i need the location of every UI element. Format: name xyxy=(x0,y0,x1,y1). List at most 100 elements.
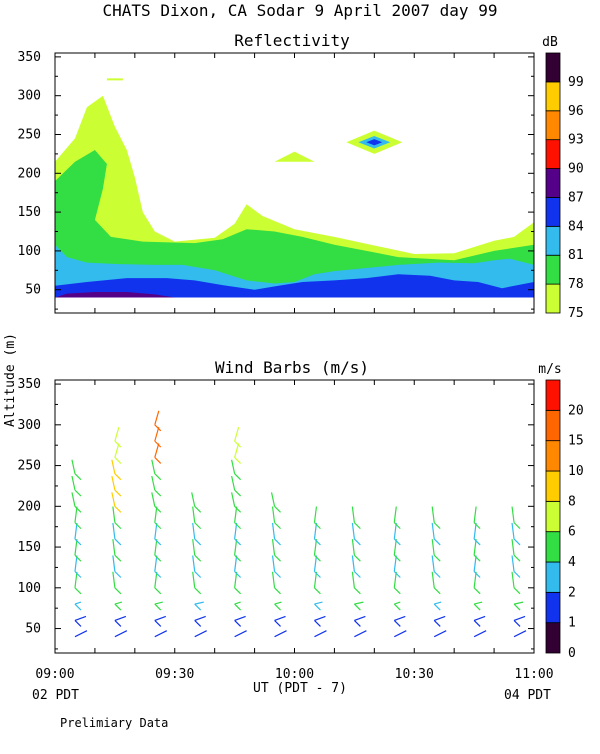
wind-barb xyxy=(234,443,240,458)
wind-barb-flag xyxy=(74,619,82,627)
colorbar-swatch xyxy=(545,81,561,112)
wind-barb-flag xyxy=(314,522,321,530)
wind-barb-flag xyxy=(314,538,321,546)
reflectivity-contour xyxy=(366,139,383,146)
colorbar-label: 81 xyxy=(568,248,584,263)
wind-barb-flag xyxy=(353,522,361,530)
wind-barb xyxy=(234,426,240,442)
wind-barb xyxy=(112,539,116,556)
y-tick-label: 100 xyxy=(18,244,41,259)
wind-barb xyxy=(271,555,276,572)
wind-barb xyxy=(473,555,477,572)
colorbar-label: 99 xyxy=(568,75,584,90)
x-axis-label: UT (PDT - 7) xyxy=(253,681,347,696)
wind-barb xyxy=(114,426,120,442)
wind-barb xyxy=(74,539,78,556)
wind-barb-flag xyxy=(274,603,281,611)
colorbar-swatch xyxy=(545,561,561,593)
wind-axes: 50 100 150 200 250 300 350 09:00 09:30 10:00 10:30… xyxy=(18,377,554,682)
wind-barb xyxy=(234,506,238,523)
wind-barb-flag xyxy=(234,619,242,627)
colorbar-swatch xyxy=(545,409,561,442)
wind-barb xyxy=(271,571,276,588)
y-tick-label: 200 xyxy=(18,499,41,514)
wind-barb xyxy=(234,615,246,621)
colorbar-label: 87 xyxy=(568,190,584,205)
wind-barb xyxy=(313,522,318,539)
wind-barb-flag xyxy=(473,571,481,578)
colorbar-label: 90 xyxy=(568,162,584,177)
wind-barb xyxy=(114,630,128,638)
wind-barb-flag xyxy=(274,538,281,546)
colorbar-swatch xyxy=(545,139,561,169)
wind-barb-flag xyxy=(74,489,82,497)
wind-barb xyxy=(154,630,168,638)
wind-barb xyxy=(154,615,166,621)
page-title: CHATS Dixon, CA Sodar 9 April 2007 day 9… xyxy=(103,1,498,20)
wind-barb xyxy=(234,630,247,638)
wind-barb-flag xyxy=(393,619,401,627)
colorbar-swatch xyxy=(545,110,561,141)
wind-barb xyxy=(394,615,406,621)
wind-barb xyxy=(194,630,207,638)
wind-barb xyxy=(351,571,355,588)
wind-barb xyxy=(234,522,238,539)
wind-barb xyxy=(394,601,401,605)
wind-barb-flag xyxy=(234,505,242,513)
y-tick-label: 50 xyxy=(25,622,41,637)
wind-barb-flag xyxy=(234,554,242,562)
wind-barb xyxy=(394,630,407,638)
wind-barb-flag xyxy=(274,587,281,595)
wind-barb xyxy=(114,601,123,605)
wind-barb xyxy=(154,410,160,425)
wind-barb xyxy=(74,555,78,572)
wind-barb-flag xyxy=(234,587,242,595)
wind-barb xyxy=(231,492,236,507)
wind-barb-flag xyxy=(114,571,122,578)
wind-barb-flag xyxy=(433,603,441,611)
colorbar-label: 0 xyxy=(568,646,576,661)
wind-barb-flag xyxy=(393,603,401,611)
wind-barb xyxy=(511,522,515,539)
colorbar-swatch xyxy=(545,168,561,198)
colorbar-label: 1 xyxy=(568,616,576,631)
wind-barb xyxy=(112,555,116,572)
wind-barb-flag xyxy=(154,424,162,432)
wind-barb xyxy=(154,506,158,523)
wind-barb xyxy=(151,475,156,491)
wind-barb xyxy=(151,459,156,474)
wind-barb xyxy=(433,630,447,638)
wind-barbs-plot xyxy=(71,410,527,638)
wind-barb xyxy=(231,475,236,491)
wind-barb-flag xyxy=(353,619,361,627)
wind-barb xyxy=(393,522,397,539)
wind-barb-flag xyxy=(513,538,521,546)
wind-barb xyxy=(351,506,355,523)
wind-barb-flag xyxy=(513,619,521,627)
wind-barb-flag xyxy=(433,587,441,595)
wind-barb-flag xyxy=(154,554,162,562)
wind-barb xyxy=(114,615,127,621)
wind-barb xyxy=(313,571,318,588)
wind-barb-flag xyxy=(513,522,521,530)
reflectivity-title: Reflectivity xyxy=(234,31,350,50)
wind-barb xyxy=(112,506,116,523)
y-tick-label: 250 xyxy=(18,127,41,142)
wind-barb xyxy=(234,539,238,556)
wind-barb-flag xyxy=(154,619,162,627)
wind-barb-flag xyxy=(353,554,361,562)
wind-barb-flag xyxy=(393,587,401,595)
wind-barb xyxy=(111,492,116,507)
wind-barb-flag xyxy=(154,571,162,578)
wind-barb-flag xyxy=(314,603,321,611)
reflectivity-colorbar-unit: dB xyxy=(542,35,558,50)
wind-barb-flag xyxy=(194,603,202,611)
colorbar-label: 15 xyxy=(568,434,584,449)
wind-barb xyxy=(393,506,397,523)
wind-barb xyxy=(431,539,435,556)
wind-barb xyxy=(313,539,318,556)
wind-barb xyxy=(511,539,515,556)
wind-barb-flag xyxy=(234,538,242,546)
wind-barb-flag xyxy=(74,505,82,513)
